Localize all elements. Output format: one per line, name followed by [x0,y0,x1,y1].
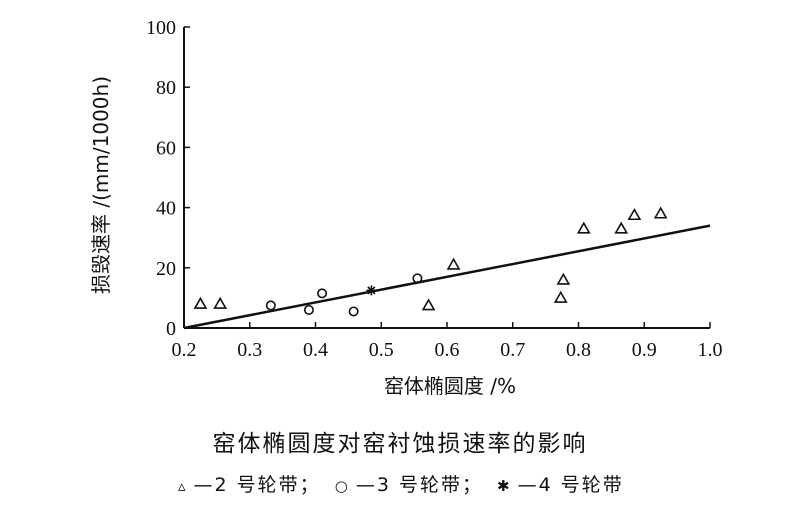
fit-line-group [183,224,711,330]
fit-line [183,224,711,330]
y-tick-label: 80 [156,77,176,99]
y-tick-label: 40 [156,198,176,220]
y-tick-label: 100 [146,17,176,39]
triangle-point [213,296,228,309]
ticks: 0.2 0.3 0.4 0.5 0.6 0.7 0.8 0.9 1.0 0 20 40 60 80 100 [146,17,723,361]
x-tick-label: 0.7 [500,339,525,361]
circle-marker-icon: ○ [334,477,350,495]
x-tick-label: 1.0 [698,339,723,361]
data-points [193,206,668,317]
star-stroke [367,286,376,295]
legend-item-2: ▵ —2 号轮带； [178,470,321,497]
circle-point [265,300,276,311]
x-tick-label: 0.9 [632,339,657,361]
triangle-point [653,206,668,219]
triangle-point [421,298,436,311]
triangle-point [193,296,208,309]
axes [183,27,710,329]
x-tick-label: 0.2 [172,339,197,361]
legend-label-3: —3 号轮带； [355,474,483,496]
triangle-point [556,272,571,285]
x-axis-label: 窑体椭圆度 /% [384,374,516,398]
triangle-point [627,208,642,221]
star-point [366,285,377,296]
legend-item-3: ○ —3 号轮带； [335,470,483,497]
x-tick-label: 0.3 [237,339,262,361]
legend-item-4: ✱ —4 号轮带 [497,470,624,497]
triangle-marker-icon: ▵ [178,477,188,495]
circle-point [348,306,359,317]
x-tick-label: 0.8 [566,339,591,361]
circle-point [303,304,314,315]
triangle-point [446,257,461,270]
x-tick-label: 0.6 [435,339,460,361]
legend-label-2: —2 号轮带； [193,474,321,496]
triangle-point [576,221,591,234]
triangle-point [614,221,629,234]
figure-caption: 窑体椭圆度对窑衬蚀损速率的影响 [212,431,588,457]
legend-label-4: —4 号轮带 [517,474,624,496]
legend: ▵ —2 号轮带； ○ —3 号轮带； ✱ —4 号轮带 [178,470,624,497]
circle-point [412,273,423,284]
x-tick-label: 0.4 [303,339,328,361]
x-tick-label: 0.5 [369,339,394,361]
star-marker-icon: ✱ [497,477,512,495]
y-tick-label: 20 [156,258,176,280]
circle-point [317,288,328,299]
triangle-point [553,290,568,303]
y-tick-label: 60 [156,137,176,159]
y-axis-label: 损毁速率 /(mm/1000h) [89,76,113,294]
y-tick-label: 0 [166,318,176,340]
